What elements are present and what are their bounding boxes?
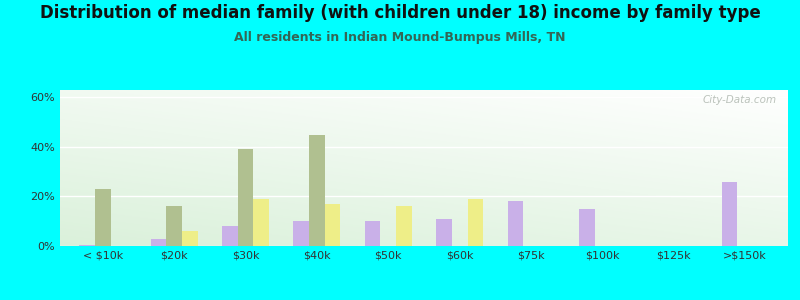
Bar bbox=[396, 206, 412, 246]
Bar bbox=[222, 226, 238, 246]
Legend: Married couple, Male, no wife, Female, no husband: Married couple, Male, no wife, Female, n… bbox=[223, 296, 625, 300]
Text: City-Data.com: City-Data.com bbox=[703, 95, 777, 105]
Bar bbox=[150, 238, 166, 246]
Bar bbox=[365, 221, 381, 246]
Bar bbox=[254, 199, 269, 246]
Bar bbox=[95, 189, 110, 246]
Bar bbox=[309, 135, 325, 246]
Bar bbox=[579, 209, 594, 246]
Bar bbox=[467, 199, 483, 246]
Bar bbox=[166, 206, 182, 246]
Bar bbox=[722, 182, 738, 246]
Bar bbox=[294, 221, 309, 246]
Bar bbox=[238, 149, 254, 246]
Bar bbox=[325, 204, 341, 246]
Text: Distribution of median family (with children under 18) income by family type: Distribution of median family (with chil… bbox=[40, 4, 760, 22]
Bar bbox=[79, 245, 95, 246]
Bar bbox=[436, 219, 452, 246]
Text: All residents in Indian Mound-Bumpus Mills, TN: All residents in Indian Mound-Bumpus Mil… bbox=[234, 32, 566, 44]
Bar bbox=[182, 231, 198, 246]
Bar bbox=[507, 201, 523, 246]
